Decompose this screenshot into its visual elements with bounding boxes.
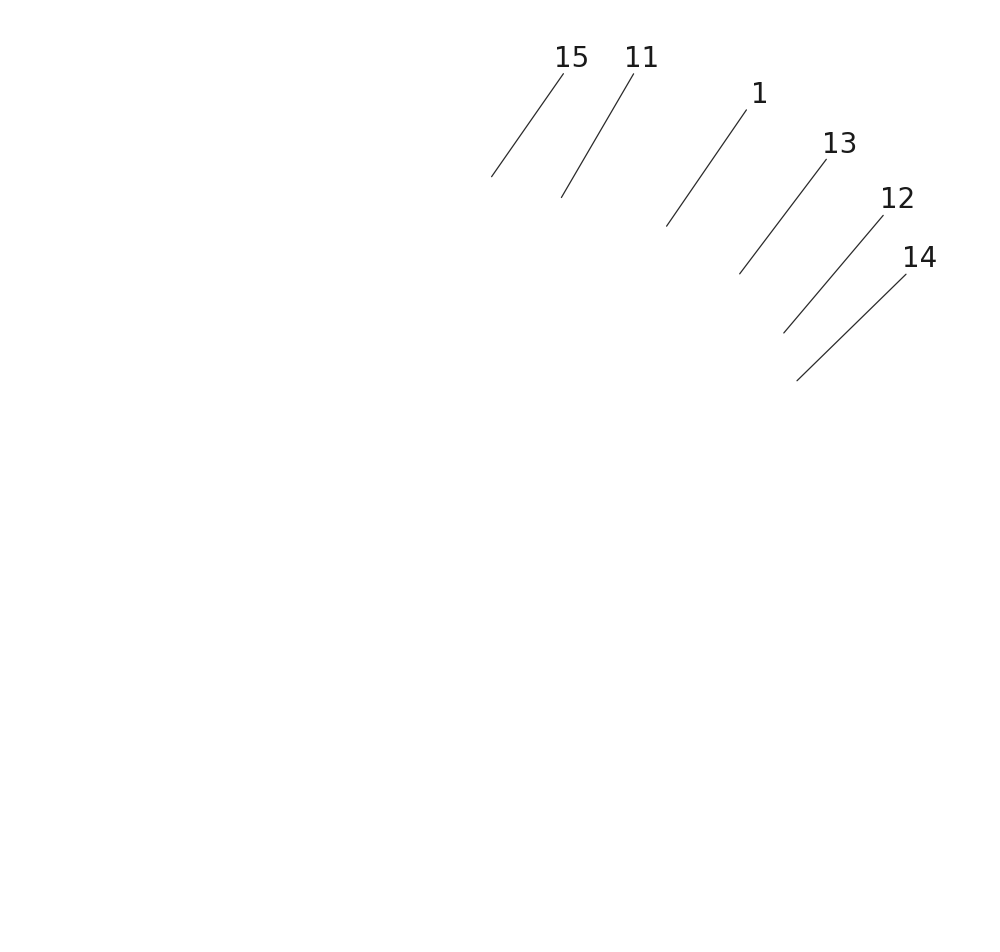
Text: 15: 15 bbox=[554, 45, 590, 73]
Text: 13: 13 bbox=[822, 130, 858, 159]
Text: 11: 11 bbox=[624, 45, 660, 73]
Text: 12: 12 bbox=[880, 186, 916, 214]
Text: 14: 14 bbox=[902, 245, 938, 273]
Text: 1: 1 bbox=[751, 81, 769, 109]
